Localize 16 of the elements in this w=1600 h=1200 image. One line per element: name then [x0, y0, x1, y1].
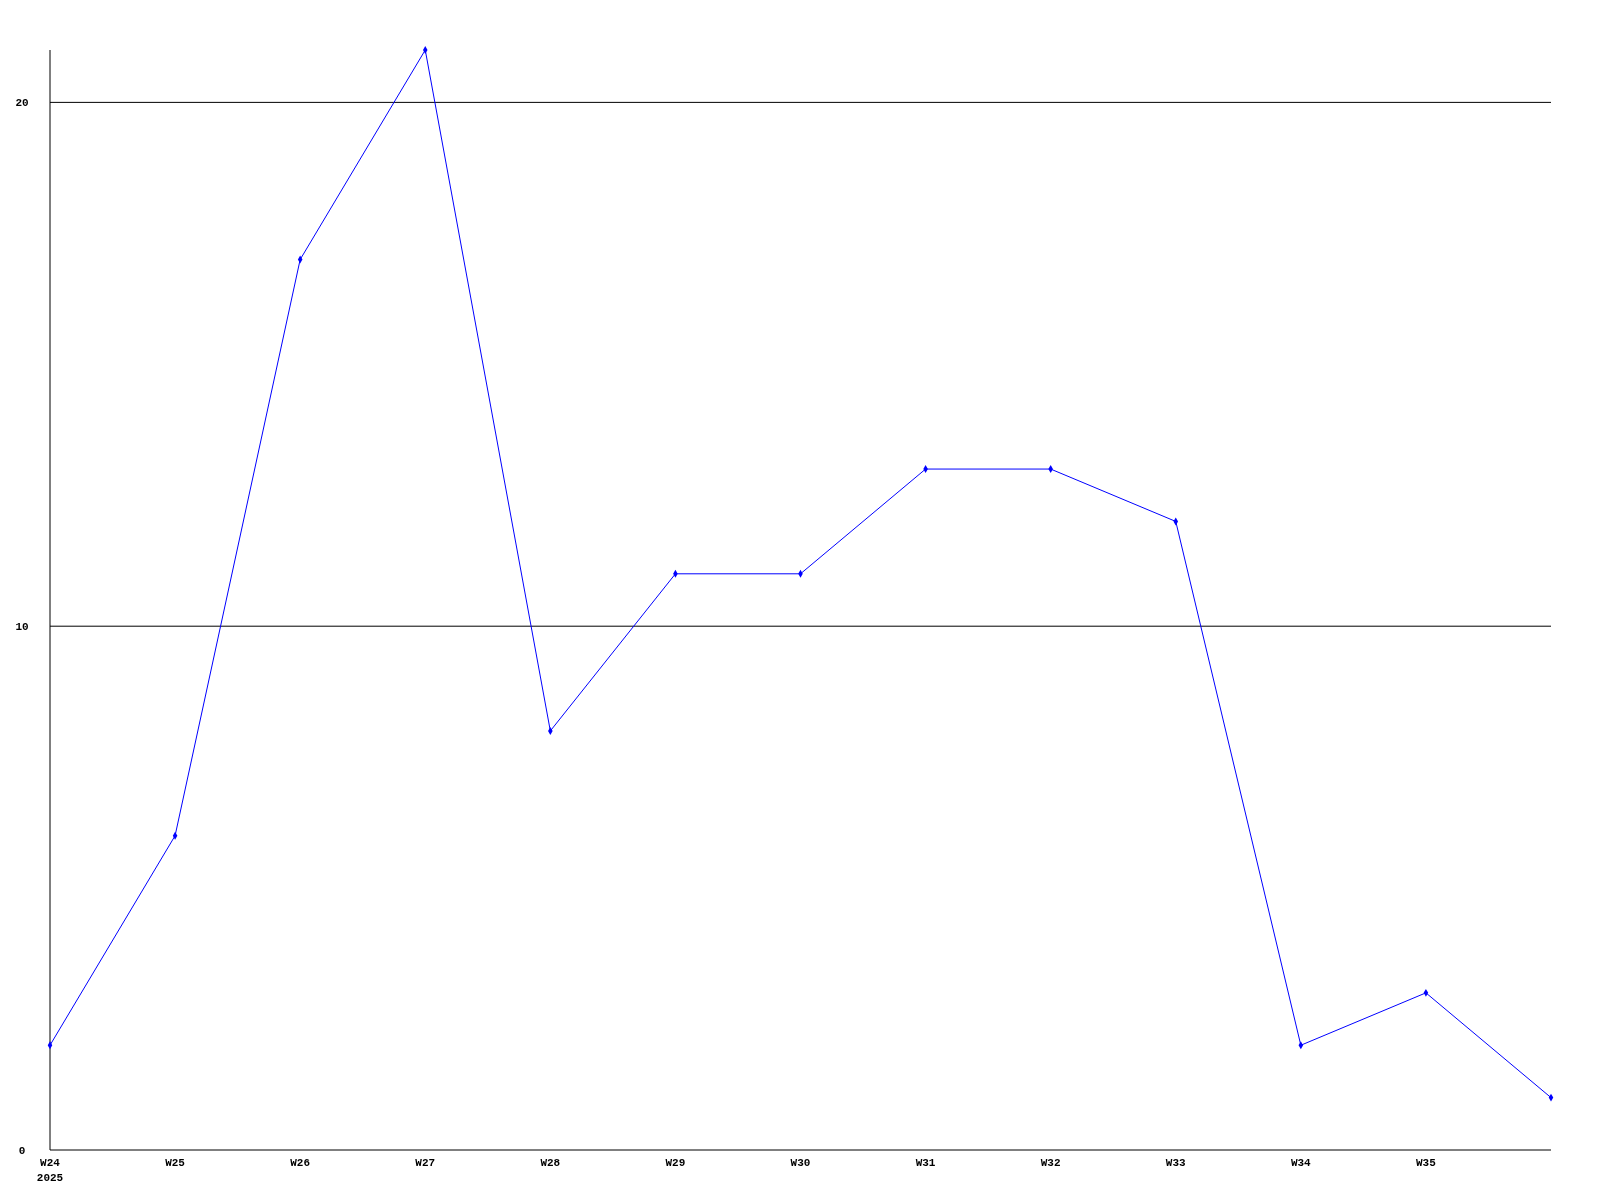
- x-tick-label: W26: [290, 1157, 311, 1169]
- x-tick-label: W28: [540, 1157, 561, 1169]
- y-tick-label: 0: [18, 1145, 26, 1157]
- x-tick-label: W35: [1416, 1157, 1437, 1169]
- x-tick-label: W31: [915, 1157, 936, 1169]
- x-tick-label: W34: [1290, 1157, 1312, 1169]
- x-tick-label: W33: [1165, 1157, 1187, 1169]
- x-tick-label: W32: [1040, 1157, 1061, 1169]
- y-tick-label: 20: [15, 97, 29, 110]
- x-tick-label: W29: [665, 1157, 686, 1169]
- x-tick-label: W24 2025: [36, 1157, 64, 1184]
- y-tick-label: 10: [15, 621, 29, 634]
- x-tick-label: W27: [415, 1157, 436, 1169]
- x-tick-label: W30: [790, 1157, 811, 1169]
- point: [422, 46, 428, 54]
- x-tick-label: W25: [165, 1157, 186, 1169]
